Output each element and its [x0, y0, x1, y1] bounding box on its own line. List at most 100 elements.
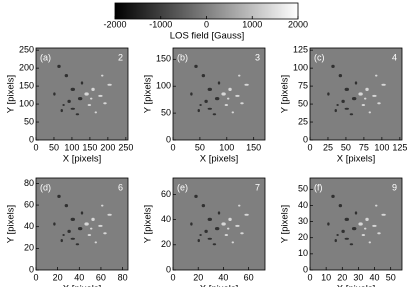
y-tick-label: 40 — [298, 200, 308, 210]
y-tick-label: 250 — [19, 45, 34, 55]
field-spot — [101, 74, 104, 77]
panel-label: (b) — [177, 52, 188, 62]
field-spot — [331, 194, 335, 198]
y-tick-label: 150 — [156, 54, 171, 64]
field-spot — [368, 111, 371, 114]
field-spot — [377, 232, 381, 235]
x-tick-label: 30 — [353, 272, 363, 282]
y-tick-label: 40 — [161, 214, 171, 224]
y-tick-label: 50 — [24, 116, 34, 126]
field-spot — [77, 227, 83, 231]
field-spot — [244, 213, 249, 216]
y-tick-label: 0 — [166, 264, 171, 274]
y-tick-label: 0 — [303, 134, 308, 144]
field-spot — [90, 227, 93, 230]
x-tick-label: 10 — [321, 272, 331, 282]
x-axis-label: X [pixels] — [200, 284, 239, 287]
field-spot — [90, 97, 93, 100]
x-tick-label: 25 — [323, 142, 333, 152]
y-tick-label: 30 — [298, 216, 308, 226]
field-spot — [67, 99, 71, 103]
x-tick-label: 100 — [374, 142, 389, 152]
y-tick-label: 50 — [298, 98, 308, 108]
field-spot — [381, 83, 386, 86]
x-axis-label: X [pixels] — [63, 284, 102, 287]
field-spot — [98, 224, 103, 227]
field-spot — [57, 64, 61, 68]
field-spot — [57, 194, 61, 198]
x-tick-label: 40 — [370, 272, 380, 282]
x-tick-label: 0 — [307, 272, 312, 282]
field-spot — [377, 102, 381, 105]
field-spot — [238, 204, 241, 207]
field-spot — [214, 227, 220, 231]
field-spot — [344, 87, 349, 91]
y-tick-label: 0 — [29, 264, 34, 274]
field-spot — [344, 217, 349, 221]
field-spot — [197, 238, 200, 243]
field-spot — [190, 222, 193, 226]
x-tick-label: 20 — [53, 272, 63, 282]
x-tick-label: 80 — [118, 272, 128, 282]
x-tick-label: 40 — [74, 272, 84, 282]
field-spot — [201, 74, 206, 78]
colorbar-tick-label: -2000 — [103, 19, 126, 29]
field-spot — [240, 232, 244, 235]
field-spot — [228, 87, 232, 91]
field-spot — [199, 104, 202, 107]
panel-label: (d) — [40, 182, 51, 192]
x-tick-label: 150 — [246, 142, 261, 152]
colorbar-tick-label: 0 — [204, 19, 209, 29]
panel-number: 3 — [255, 52, 260, 62]
field-spot — [327, 92, 330, 96]
field-spot — [221, 222, 226, 226]
x-tick-label: 125 — [392, 142, 407, 152]
field-spot — [197, 108, 200, 113]
field-spot — [349, 243, 354, 246]
x-tick-label: 75 — [359, 142, 369, 152]
colorbar-tick-label: 2000 — [288, 19, 308, 29]
field-spot — [199, 234, 202, 237]
x-tick-label: 200 — [100, 142, 115, 152]
x-axis-label: X [pixels] — [200, 154, 239, 165]
x-tick-label: 0 — [170, 272, 175, 282]
field-spot — [372, 94, 377, 97]
field-spot — [338, 74, 343, 78]
field-spot — [60, 108, 63, 113]
field-spot — [70, 87, 76, 91]
field-spot — [80, 81, 84, 85]
y-tick-label: 125 — [293, 45, 308, 55]
x-tick-label: 0 — [170, 142, 175, 152]
field-spot — [375, 74, 378, 77]
magnetogram — [310, 178, 402, 270]
y-tick-label: 60 — [161, 189, 171, 199]
x-tick-label: 60 — [244, 272, 254, 282]
y-tick-label: 60 — [24, 199, 34, 209]
y-tick-label: 25 — [298, 116, 308, 126]
colorbar-label: LOS field [Gauss] — [170, 31, 244, 42]
y-axis-label: Y [pixels] — [6, 75, 17, 113]
field-spot — [64, 74, 69, 78]
field-spot — [334, 108, 337, 113]
field-spot — [327, 222, 330, 226]
field-spot — [91, 87, 95, 91]
x-axis-label: X [pixels] — [337, 154, 376, 165]
field-spot — [60, 238, 63, 243]
field-spot — [372, 224, 377, 227]
field-spot — [217, 81, 221, 85]
x-tick-label: 250 — [118, 142, 133, 152]
frame — [309, 47, 403, 141]
x-tick-label: 0 — [307, 142, 312, 152]
x-tick-label: 20 — [193, 272, 203, 282]
y-tick-label: 0 — [303, 264, 308, 274]
x-axis-label: X [pixels] — [337, 284, 376, 287]
frame — [172, 177, 266, 271]
field-spot — [103, 102, 107, 105]
field-spot — [365, 217, 369, 221]
field-spot — [62, 104, 65, 107]
field-spot — [64, 204, 69, 208]
field-spot — [207, 237, 212, 240]
y-axis-label: Y [pixels] — [6, 205, 17, 243]
field-spot — [341, 229, 345, 233]
y-tick-label: 100 — [19, 98, 34, 108]
